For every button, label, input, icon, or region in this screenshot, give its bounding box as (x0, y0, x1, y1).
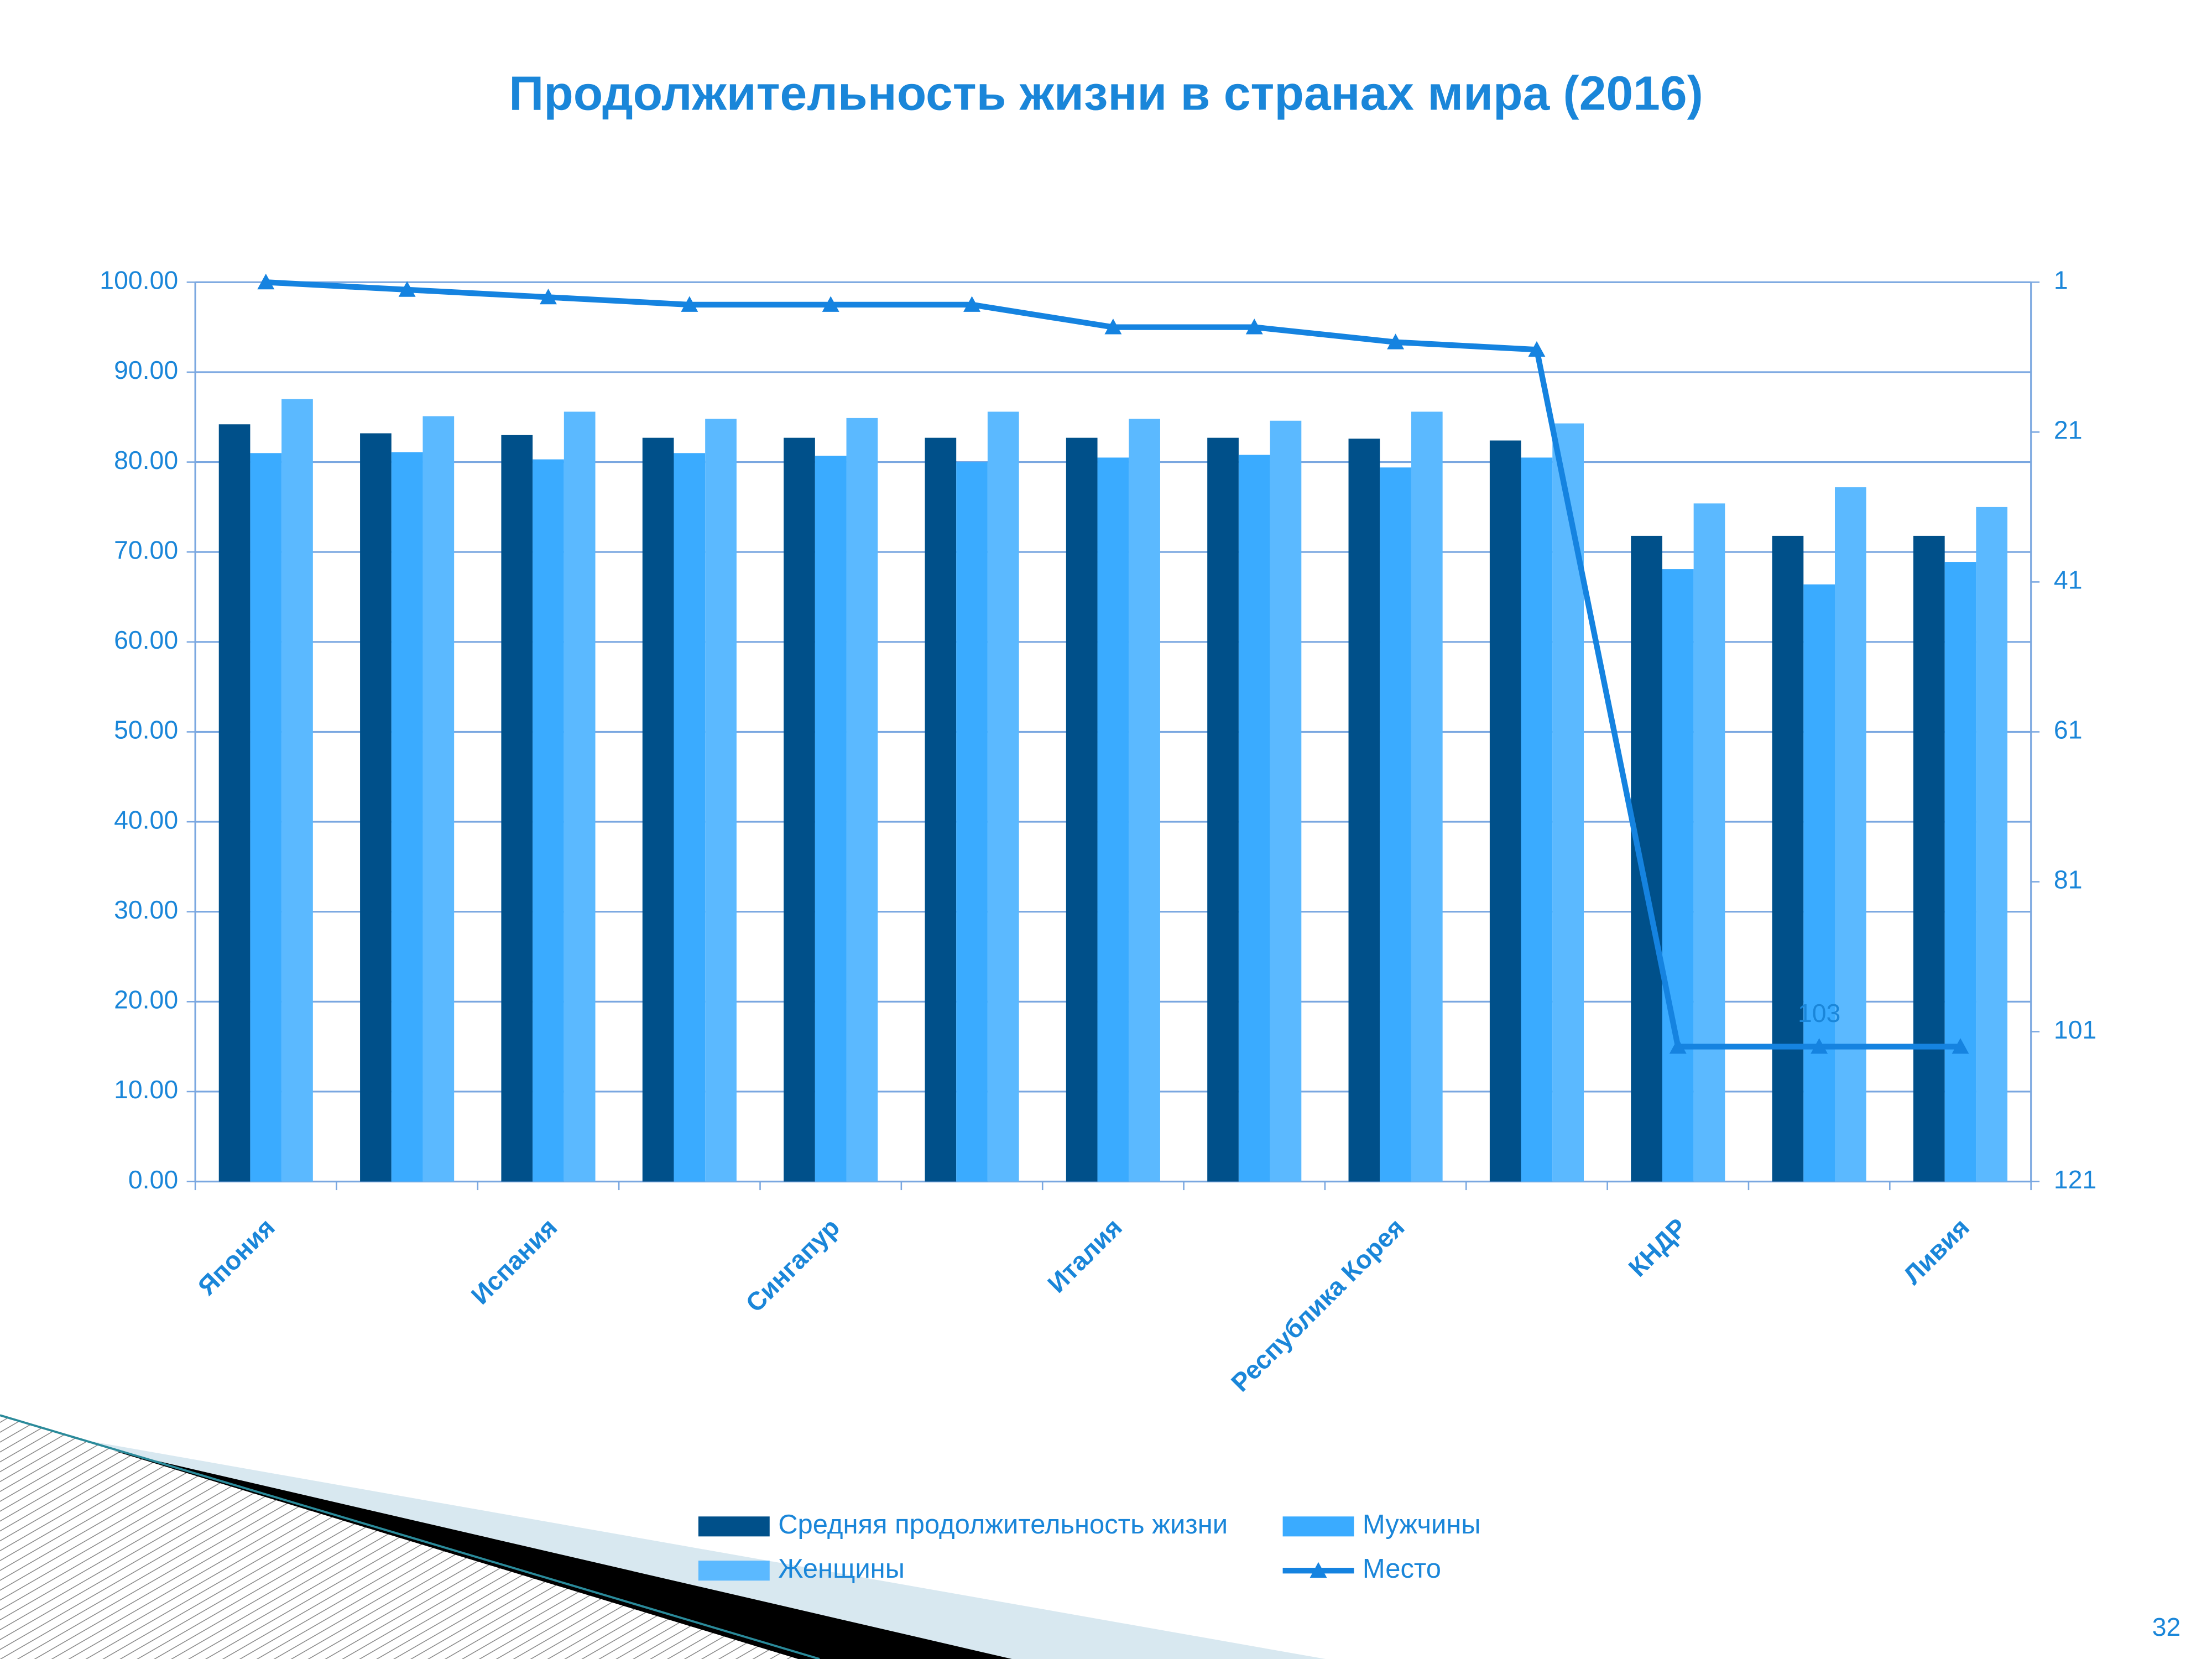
line-marker (1528, 341, 1546, 357)
line-marker (540, 288, 557, 305)
bar (1411, 411, 1443, 1182)
line-marker (1669, 1038, 1687, 1054)
line-marker (398, 281, 416, 297)
y-tick-label: 50.00 (114, 716, 178, 744)
bar (533, 459, 564, 1182)
legend-swatch (1310, 1562, 1327, 1578)
line-marker (822, 296, 839, 312)
legend-label: Место (1363, 1554, 1441, 1584)
y2-tick-label: 1 (2054, 266, 2068, 295)
decoration (114, 1451, 1012, 1659)
bar (1913, 535, 1945, 1182)
data-label: 103 (1798, 999, 1840, 1027)
bar (218, 424, 251, 1182)
line-marker (1104, 319, 1122, 335)
page-number: 32 (2152, 1613, 2181, 1641)
line-marker (1811, 1038, 1828, 1054)
bar (1552, 423, 1584, 1182)
bar (1772, 535, 1804, 1182)
y-tick-label: 80.00 (114, 446, 178, 474)
bar (846, 418, 878, 1182)
bar (815, 456, 847, 1182)
bar (1348, 439, 1380, 1182)
bar (281, 399, 313, 1182)
y2-tick-label: 81 (2054, 865, 2083, 894)
bar (1944, 562, 1976, 1182)
decoration (0, 1414, 820, 1659)
bar (360, 433, 392, 1182)
y2-tick-label: 61 (2054, 716, 2083, 744)
y-tick-label: 70.00 (114, 535, 178, 564)
bar (391, 452, 423, 1182)
bar (705, 419, 737, 1182)
y-tick-label: 40.00 (114, 805, 178, 834)
legend-swatch (1282, 1516, 1354, 1537)
y2-tick-label: 41 (2054, 566, 2083, 594)
bar (1129, 419, 1160, 1182)
bar (1631, 535, 1662, 1182)
y-tick-label: 90.00 (114, 356, 178, 384)
bar (1976, 507, 2008, 1182)
bar (564, 411, 596, 1182)
bar (1207, 437, 1239, 1182)
chart-title: Продолжительность жизни в странах мира (… (509, 66, 1703, 120)
bar (1693, 503, 1725, 1182)
y-tick-label: 10.00 (114, 1075, 178, 1104)
bar (784, 437, 815, 1182)
y-tick-label: 20.00 (114, 985, 178, 1014)
bar (1521, 457, 1553, 1182)
line-marker (963, 296, 980, 312)
y2-tick-label: 101 (2054, 1015, 2096, 1044)
bar (1835, 487, 1866, 1182)
line-marker (681, 296, 698, 312)
legend-label: Мужчины (1363, 1510, 1481, 1540)
bar (1803, 584, 1835, 1182)
bar (1270, 420, 1302, 1182)
bar (1380, 467, 1411, 1182)
bar (501, 435, 533, 1182)
bar (987, 411, 1019, 1182)
bar (1066, 437, 1098, 1182)
line-marker (1387, 333, 1405, 349)
bar (250, 453, 282, 1182)
bar (1238, 455, 1270, 1182)
bar (642, 437, 674, 1182)
legend-label: Средняя продолжительность жизни (778, 1510, 1228, 1540)
line-marker (1245, 319, 1263, 335)
legend-swatch (698, 1516, 770, 1537)
bar (925, 437, 957, 1182)
bar (1662, 569, 1694, 1182)
bar (1489, 440, 1521, 1182)
y-tick-label: 100.00 (100, 266, 178, 295)
legend-label: Женщины (778, 1554, 905, 1584)
bar (422, 416, 455, 1182)
bar (674, 453, 706, 1182)
y-tick-label: 60.00 (114, 625, 178, 654)
line-marker (257, 273, 275, 290)
y-tick-label: 0.00 (128, 1165, 178, 1194)
legend-swatch (698, 1561, 770, 1581)
y2-tick-label: 121 (2054, 1165, 2096, 1194)
line-marker (1952, 1038, 1969, 1054)
bar (1097, 457, 1129, 1182)
bar (956, 462, 988, 1182)
y-tick-label: 30.00 (114, 895, 178, 924)
y2-tick-label: 21 (2054, 416, 2083, 445)
